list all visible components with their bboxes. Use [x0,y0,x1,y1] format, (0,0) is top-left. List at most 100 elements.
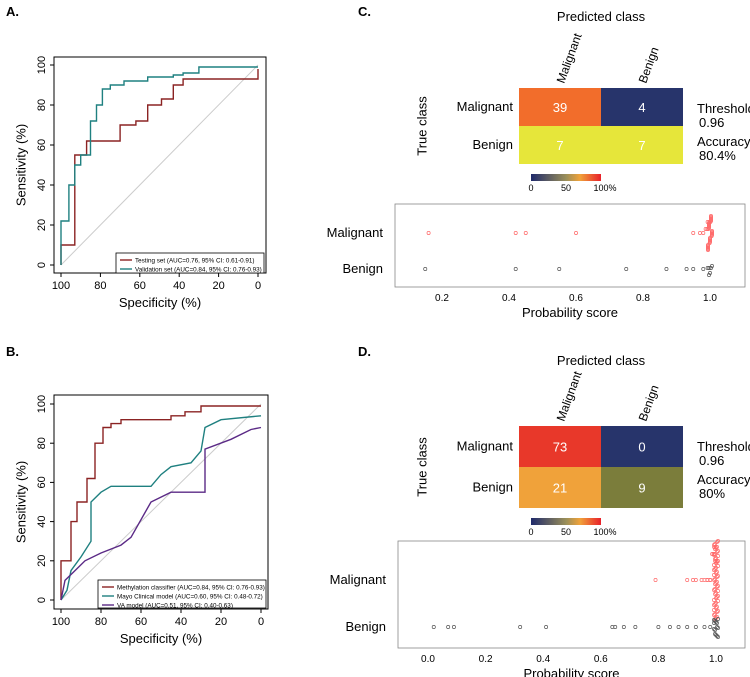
malignant-score-point [715,605,719,609]
diagonal-reference-line [60,403,262,601]
y-tick-label: 0 [36,597,48,603]
benign-score-point [707,273,711,277]
legend-entry: Methylation classifier (AUC=0.84, 95% CI… [117,585,265,592]
heatmap-cell [601,126,683,164]
malignant-score-point [714,606,718,610]
benign-score-point [714,633,718,637]
malignant-score-point [714,571,718,575]
panel-label-b: B. [6,344,19,359]
benign-score-point [715,634,719,638]
benign-score-point [423,267,428,271]
legend-box [115,252,265,274]
accuracy-value: 80% [699,486,725,501]
dot-row-label: Benign [343,261,383,276]
benign-score-point [544,625,549,629]
benign-score-point [624,267,629,271]
benign-score-point [713,619,717,623]
heatmap-cell-value: 9 [638,481,645,496]
benign-score-point [715,625,719,629]
malignant-score-point [715,585,719,589]
y-axis-label: Sensitivity (%) [13,461,28,543]
dot-x-tick-label: 0.8 [651,654,665,665]
malignant-score-point [698,231,702,235]
heatmap-cell [519,426,601,467]
malignant-score-point [712,578,716,582]
heatmap-cell [601,426,683,467]
malignant-score-point [713,587,717,591]
y-tick-label: 60 [36,476,48,488]
dot-row-label: Malignant [327,225,384,240]
benign-score-point [701,267,706,271]
dot-x-tick-label: 1.0 [709,654,723,665]
threshold-label: Threshold [697,101,750,116]
malignant-score-point [715,580,719,584]
accuracy-label: Accuracy [697,472,750,487]
benign-score-point [693,625,698,629]
malignant-score-point [712,568,716,572]
malignant-score-point [713,577,717,581]
malignant-score-point [716,584,720,588]
benign-score-point [716,626,720,630]
benign-score-point [708,271,712,275]
benign-score-point [710,264,714,268]
benign-score-point [707,266,712,270]
dot-x-tick-label: 0.8 [636,293,650,304]
predicted-class-title: Predicted class [557,353,646,368]
accuracy-label: Accuracy [697,134,750,149]
malignant-score-point [715,570,719,574]
heatmap-cell-value: 4 [638,100,645,115]
dot-x-axis-label: Probability score [523,666,619,677]
y-tick-label: 100 [36,395,48,413]
malignant-score-point [712,613,716,617]
benign-score-point [513,267,518,271]
heatmap-row-label: Benign [473,137,513,152]
y-tick-label: 40 [36,515,48,527]
heatmap-cell-value: 21 [553,481,567,496]
malignant-score-point [714,561,718,565]
malignant-score-point [653,578,658,582]
legend-box [97,579,267,609]
color-scale-tick: 100% [593,527,616,537]
malignant-score-point [715,540,719,544]
threshold-label: Threshold [697,439,750,454]
malignant-score-point [426,231,431,235]
benign-score-point [708,625,713,629]
heatmap-cell [601,467,683,508]
y-tick-label: 80 [36,99,48,111]
roc-curve-3 [60,426,262,601]
benign-score-point [702,625,707,629]
heatmap-cell-value: 73 [553,440,567,455]
malignant-score-point [708,236,712,240]
malignant-score-point [716,594,720,598]
plot-frame [53,394,269,610]
malignant-score-point [708,578,713,582]
benign-score-point [709,266,713,270]
threshold-value: 0.96 [699,453,724,468]
benign-score-point [557,267,562,271]
benign-score-point [431,625,436,629]
diagonal-reference-line [60,64,259,266]
dot-x-tick-label: 0.6 [569,293,583,304]
malignant-score-point [714,601,718,605]
y-axis-label: Sensitivity (%) [13,124,28,206]
malignant-score-point [715,550,719,554]
y-tick-label: 60 [36,139,48,151]
heatmap-cell-value: 0 [638,440,645,455]
benign-score-point [716,635,720,639]
malignant-score-point [701,231,706,235]
x-tick-label: 20 [212,280,224,292]
x-tick-label: 0 [255,280,261,292]
dot-x-tick-label: 0.4 [502,293,516,304]
color-scale-bar [531,174,601,181]
malignant-score-point [716,599,720,603]
malignant-score-point [513,231,518,235]
benign-score-point [676,625,681,629]
color-scale-tick: 100% [593,183,616,193]
malignant-score-point [712,573,716,577]
malignant-score-point [714,591,718,595]
y-tick-label: 100 [36,56,48,74]
malignant-score-point [714,546,718,550]
benign-score-point [715,621,719,625]
benign-score-point [518,625,523,629]
